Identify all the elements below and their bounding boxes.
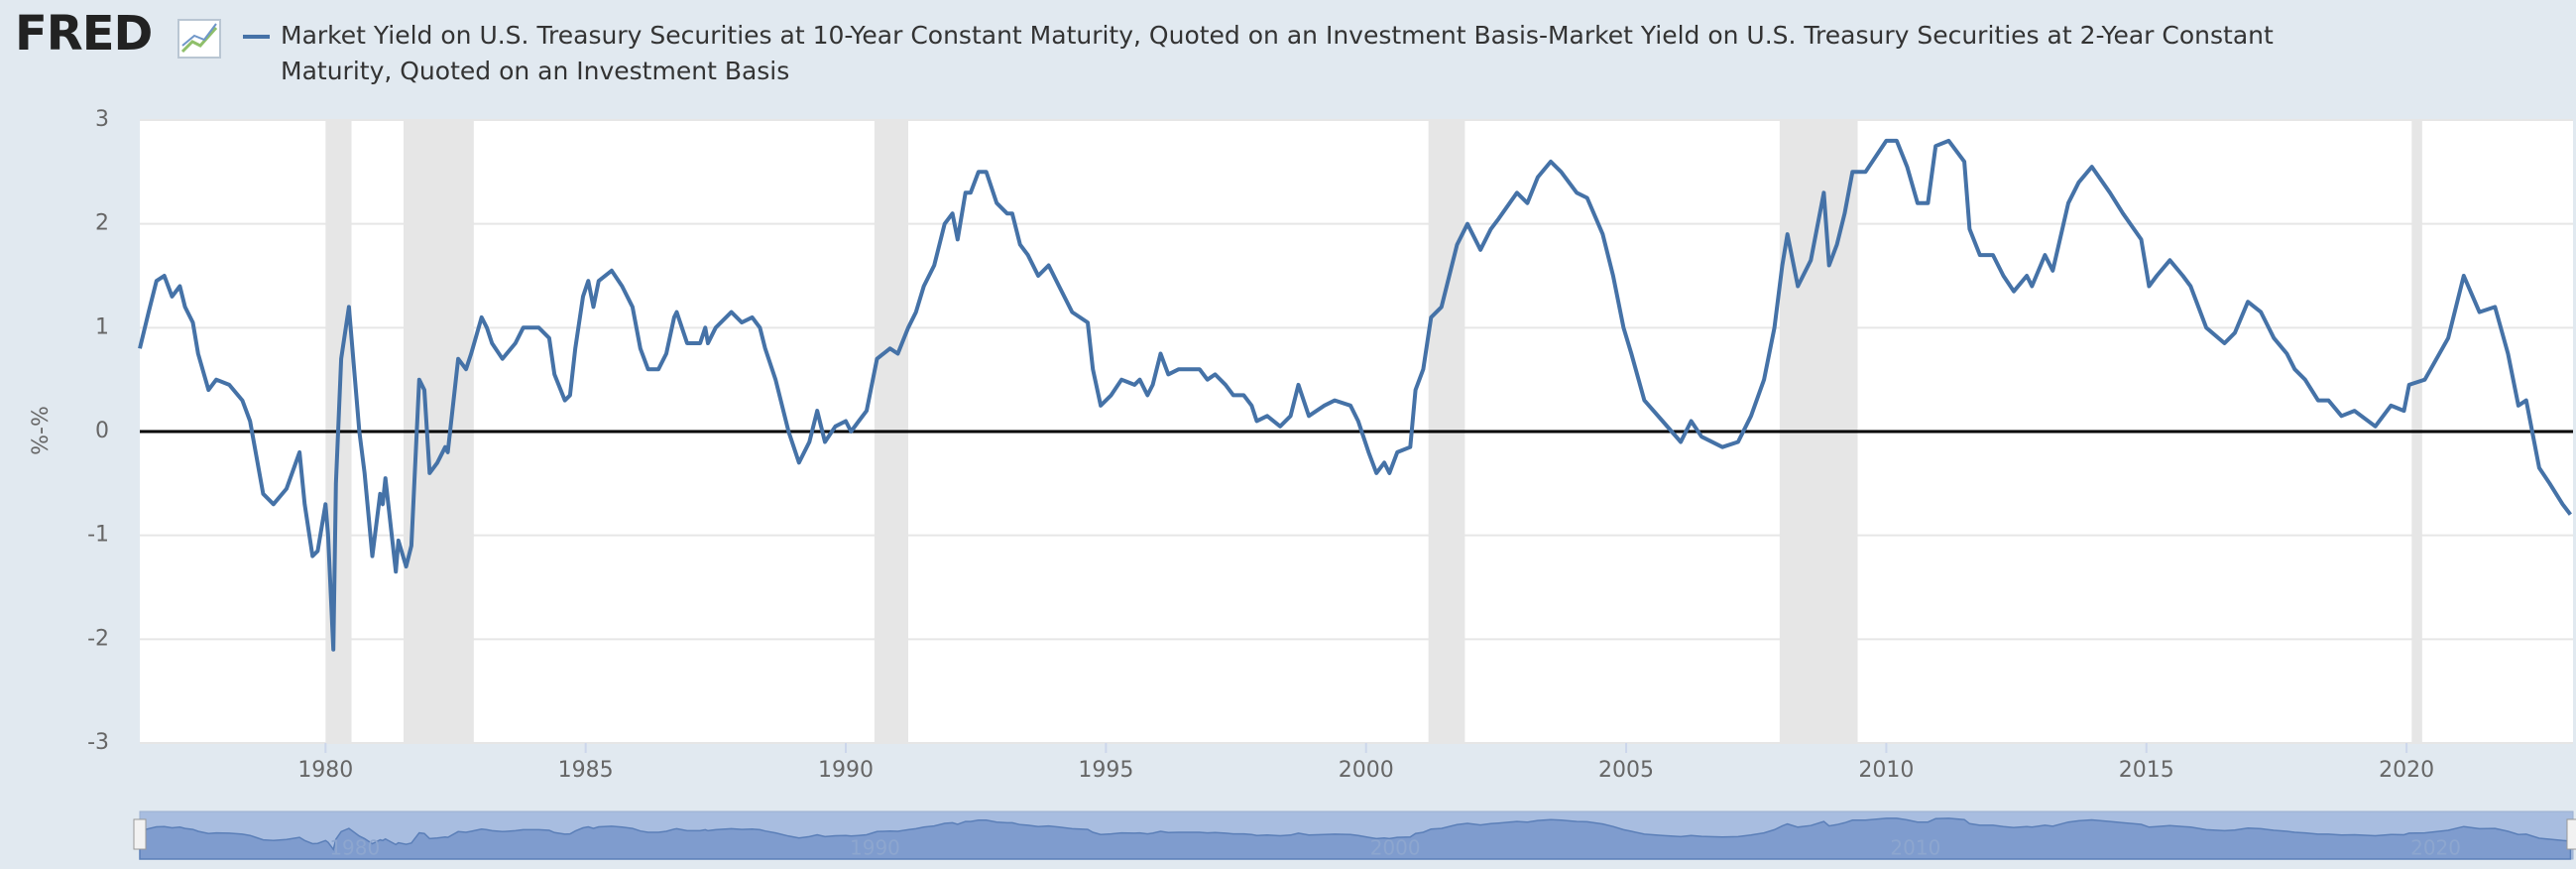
navigator-label: 2020 bbox=[2410, 836, 2461, 860]
x-tick-label: 1995 bbox=[1078, 758, 1133, 783]
navigator-label: 1990 bbox=[850, 836, 900, 860]
y-tick-label: 3 bbox=[95, 107, 109, 132]
y-tick-label: -1 bbox=[87, 523, 109, 548]
navigator-area bbox=[139, 817, 2572, 860]
x-tick-label: 2000 bbox=[1339, 758, 1394, 783]
navigator-handle[interactable] bbox=[133, 818, 147, 850]
navigator-handle[interactable] bbox=[2566, 818, 2576, 850]
navigator-label: 2010 bbox=[1890, 836, 1940, 860]
x-tick-label: 2005 bbox=[1598, 758, 1654, 783]
logo: FRED bbox=[15, 6, 153, 62]
x-tick-label: 1990 bbox=[818, 758, 874, 783]
y-tick-label: 2 bbox=[95, 211, 109, 236]
y-tick-label: -2 bbox=[87, 626, 109, 651]
y-tick-label: -3 bbox=[87, 730, 109, 755]
y-tick-label: 0 bbox=[95, 419, 109, 443]
x-tick-label: 2020 bbox=[2379, 758, 2434, 783]
x-tick-label: 2015 bbox=[2119, 758, 2174, 783]
navigator-label: 1980 bbox=[329, 836, 380, 860]
x-tick-label: 1980 bbox=[297, 758, 353, 783]
x-tick-label: 2010 bbox=[1858, 758, 1914, 783]
logo-icon bbox=[177, 19, 221, 59]
navigator-label: 2000 bbox=[1370, 836, 1421, 860]
y-axis-label: %-% bbox=[29, 406, 54, 455]
legend-label: Market Yield on U.S. Treasury Securities… bbox=[281, 21, 2274, 85]
x-tick-label: 1985 bbox=[558, 758, 614, 783]
y-tick-label: 1 bbox=[95, 314, 109, 339]
data-line bbox=[138, 138, 2572, 652]
